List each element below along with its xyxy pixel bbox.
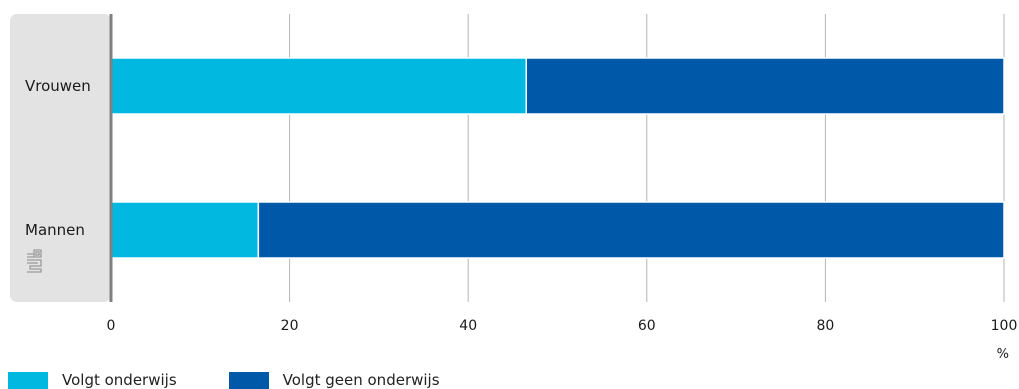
x-tick-label: 0 [107,318,116,334]
x-tick-label: 100 [991,318,1018,334]
bar-mannen-series-1 [257,201,1005,259]
legend-label: Volgt geen onderwijs [282,372,440,389]
tick-labels: 0 20 40 60 80 100 [107,318,1018,334]
chart: Vrouwen Mannen 0 20 40 60 80 100 % [10,14,1018,362]
legend-swatch [228,372,269,389]
x-tick-label: 80 [816,318,834,334]
x-tick-label: 40 [459,318,477,334]
category-label: Mannen [25,221,85,239]
category-label: Vrouwen [25,77,91,95]
x-unit-label: % [997,347,1009,362]
bar-mannen-series-0 [110,201,260,259]
legend-label: Volgt onderwijs [62,372,177,389]
legend-item-volgt-onderwijs: Volgt onderwijs [8,372,177,389]
category-labels: Vrouwen Mannen [25,77,91,239]
gridlines [289,14,1005,302]
legend-item-volgt-geen-onderwijs: Volgt geen onderwijs [228,372,440,389]
bar-vrouwen-series-0 [110,57,527,115]
bar-vrouwen-series-1 [525,57,1005,115]
legend: Volgt onderwijs Volgt geen onderwijs [8,372,492,389]
cbs-logo-icon [27,249,42,273]
x-tick-label: 20 [281,318,299,334]
legend-swatch [8,372,48,389]
bars [110,57,1005,259]
category-panel [10,14,111,302]
x-tick-label: 60 [638,318,656,334]
